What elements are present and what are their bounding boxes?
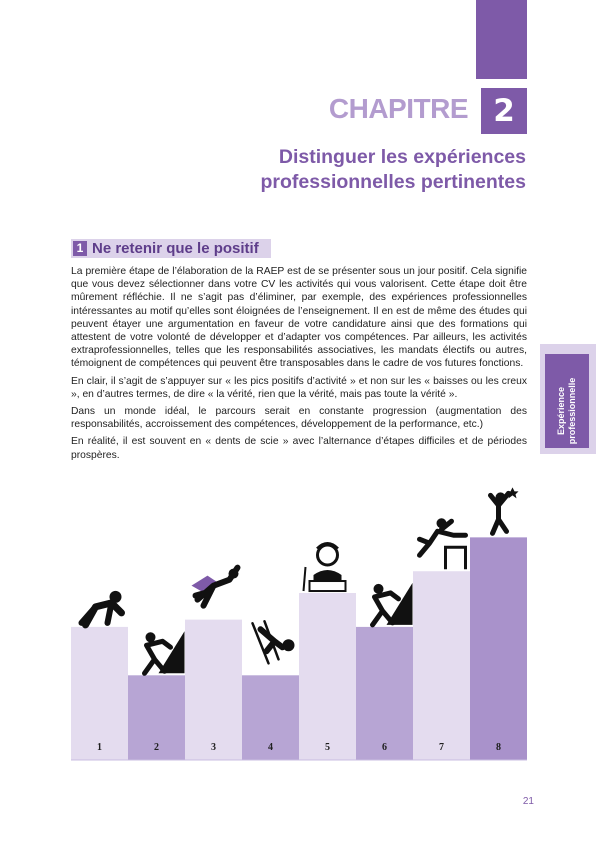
paragraph: La première étape de l’élaboration de la… <box>71 266 527 370</box>
step-bar-2 <box>128 675 185 760</box>
paragraph: Dans un monde idéal, le parcours serait … <box>71 406 527 431</box>
climber-icon <box>370 582 413 628</box>
section-heading: 1 Ne retenir que le positif <box>71 239 271 258</box>
chapter-tab <box>476 0 527 79</box>
step-label-7: 7 <box>439 742 444 753</box>
chapter-title: Distinguer les expériences professionnel… <box>146 145 527 195</box>
section-title: Ne retenir que le positif <box>92 240 259 257</box>
climber-icon <box>142 631 185 676</box>
step-label-1: 1 <box>97 742 102 753</box>
step-bar-3 <box>185 619 242 760</box>
step-bar-7 <box>413 571 470 760</box>
body-text: La première étape de l’élaboration de la… <box>71 265 527 466</box>
steps-illustration: 1 2 3 4 5 6 7 8 <box>71 487 527 761</box>
step-bar-5 <box>299 593 356 760</box>
side-tab-label-line2: professionnelle <box>567 377 577 445</box>
step-label-6: 6 <box>382 742 387 753</box>
superhero-flying-icon <box>191 564 241 609</box>
step-label-4: 4 <box>268 742 273 753</box>
chapter-title-line2: professionnelles pertinentes <box>260 171 527 193</box>
step-label-5: 5 <box>325 742 330 753</box>
step-bar-8 <box>470 537 527 760</box>
chapter-title-line1: Distinguer les expériences <box>278 146 526 168</box>
step-bar-6 <box>356 626 413 760</box>
step-label-2: 2 <box>154 742 159 753</box>
paragraph: En réalité, il est souvent en « dents de… <box>71 436 527 461</box>
falling-skier-icon <box>251 620 295 665</box>
page-number: 21 <box>522 796 534 807</box>
side-tab: Expérience professionnelle <box>540 344 596 454</box>
side-tab-label-line1: Expérience <box>556 386 566 436</box>
winner-jumping-icon <box>488 487 519 536</box>
chapter-label: CHAPITRE <box>328 93 469 124</box>
step-label-3: 3 <box>211 742 216 753</box>
paragraph: En clair, il s’agit de s’appuyer sur « l… <box>71 375 527 400</box>
chapter-number: 2 <box>481 88 527 134</box>
side-tab-band: Expérience professionnelle <box>545 354 589 448</box>
section-number: 1 <box>73 241 87 256</box>
side-tab-label: Expérience professionnelle <box>556 365 578 457</box>
step-bar-1 <box>71 626 128 760</box>
sprinter-crouch-icon <box>78 590 125 629</box>
step-label-8: 8 <box>496 742 501 753</box>
student-at-desk-icon <box>302 542 347 593</box>
step-bar-4 <box>242 675 299 760</box>
hurdler-icon <box>417 518 468 570</box>
